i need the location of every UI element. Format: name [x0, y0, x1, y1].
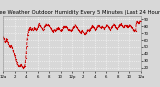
Title: Milwaukee Weather Outdoor Humidity Every 5 Minutes (Last 24 Hours): Milwaukee Weather Outdoor Humidity Every…: [0, 10, 160, 15]
